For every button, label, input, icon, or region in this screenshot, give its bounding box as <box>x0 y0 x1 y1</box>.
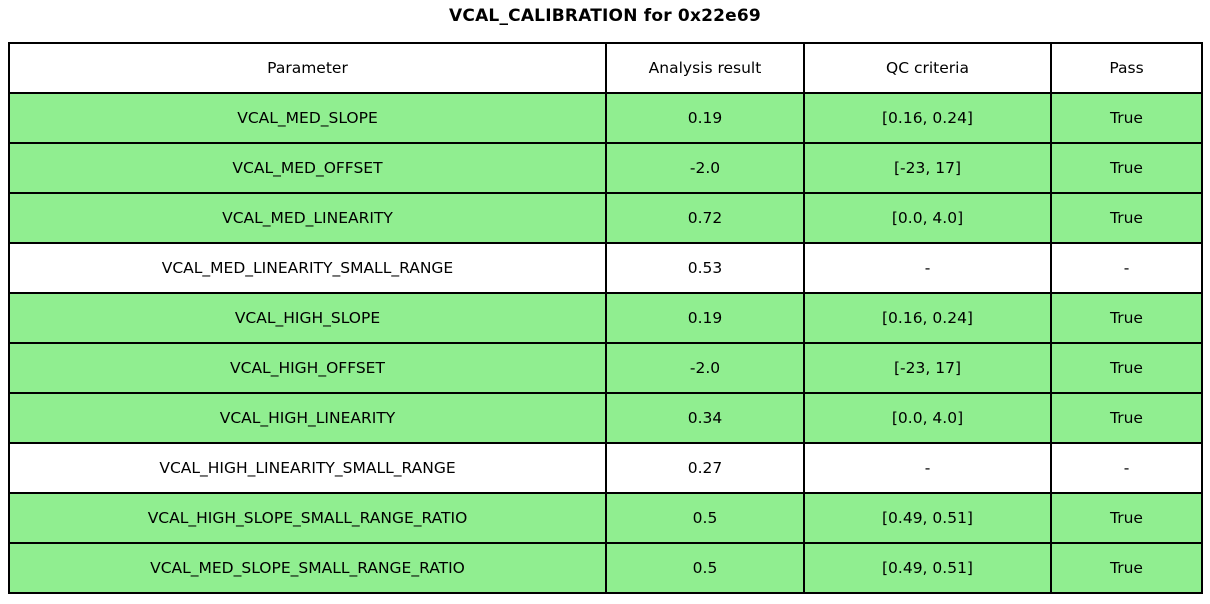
table-row: VCAL_HIGH_SLOPE_SMALL_RANGE_RATIO 0.5 [0… <box>8 492 1203 544</box>
parameter-cell: VCAL_HIGH_SLOPE_SMALL_RANGE_RATIO <box>8 492 607 544</box>
figure-title: VCAL_CALIBRATION for 0x22e69 <box>449 6 761 26</box>
table-body: VCAL_MED_SLOPE 0.19 [0.16, 0.24] True VC… <box>8 92 1203 594</box>
qc-results-table: Parameter Analysis result QC criteria Pa… <box>8 42 1203 594</box>
pass-cell: True <box>1050 192 1203 244</box>
table-row: VCAL_HIGH_LINEARITY_SMALL_RANGE 0.27 - - <box>8 442 1203 494</box>
table-row: VCAL_MED_SLOPE 0.19 [0.16, 0.24] True <box>8 92 1203 144</box>
qc-criteria-cell: [0.0, 4.0] <box>803 192 1052 244</box>
pass-cell: - <box>1050 442 1203 494</box>
analysis-result-cell: 0.34 <box>605 392 805 444</box>
analysis-result-cell: 0.5 <box>605 542 805 594</box>
pass-cell: True <box>1050 392 1203 444</box>
qc-criteria-cell: [0.16, 0.24] <box>803 92 1052 144</box>
analysis-result-cell: 0.72 <box>605 192 805 244</box>
column-header-pass: Pass <box>1050 42 1203 94</box>
column-header-analysis-result: Analysis result <box>605 42 805 94</box>
pass-cell: True <box>1050 342 1203 394</box>
pass-cell: True <box>1050 92 1203 144</box>
table-header: Parameter Analysis result QC criteria Pa… <box>8 42 1203 94</box>
analysis-result-cell: -2.0 <box>605 342 805 394</box>
parameter-cell: VCAL_MED_OFFSET <box>8 142 607 194</box>
table-row: VCAL_MED_LINEARITY 0.72 [0.0, 4.0] True <box>8 192 1203 244</box>
analysis-result-cell: 0.27 <box>605 442 805 494</box>
pass-cell: True <box>1050 492 1203 544</box>
qc-criteria-cell: [0.16, 0.24] <box>803 292 1052 344</box>
qc-criteria-cell: [-23, 17] <box>803 142 1052 194</box>
analysis-result-cell: -2.0 <box>605 142 805 194</box>
parameter-cell: VCAL_MED_LINEARITY_SMALL_RANGE <box>8 242 607 294</box>
qc-criteria-cell: [0.49, 0.51] <box>803 542 1052 594</box>
parameter-cell: VCAL_HIGH_LINEARITY_SMALL_RANGE <box>8 442 607 494</box>
parameter-cell: VCAL_HIGH_OFFSET <box>8 342 607 394</box>
parameter-cell: VCAL_HIGH_SLOPE <box>8 292 607 344</box>
analysis-result-cell: 0.19 <box>605 92 805 144</box>
qc-criteria-cell: [0.49, 0.51] <box>803 492 1052 544</box>
table-row: VCAL_HIGH_OFFSET -2.0 [-23, 17] True <box>8 342 1203 394</box>
table-row: VCAL_MED_LINEARITY_SMALL_RANGE 0.53 - - <box>8 242 1203 294</box>
qc-criteria-cell: [-23, 17] <box>803 342 1052 394</box>
qc-criteria-cell: - <box>803 242 1052 294</box>
pass-cell: True <box>1050 542 1203 594</box>
table-row: VCAL_HIGH_SLOPE 0.19 [0.16, 0.24] True <box>8 292 1203 344</box>
parameter-cell: VCAL_MED_SLOPE_SMALL_RANGE_RATIO <box>8 542 607 594</box>
header-row: Parameter Analysis result QC criteria Pa… <box>8 42 1203 94</box>
pass-cell: True <box>1050 292 1203 344</box>
column-header-qc-criteria: QC criteria <box>803 42 1052 94</box>
parameter-cell: VCAL_MED_SLOPE <box>8 92 607 144</box>
analysis-result-cell: 0.5 <box>605 492 805 544</box>
column-header-parameter: Parameter <box>8 42 607 94</box>
table-row: VCAL_MED_SLOPE_SMALL_RANGE_RATIO 0.5 [0.… <box>8 542 1203 594</box>
analysis-result-cell: 0.19 <box>605 292 805 344</box>
analysis-result-cell: 0.53 <box>605 242 805 294</box>
table-row: VCAL_HIGH_LINEARITY 0.34 [0.0, 4.0] True <box>8 392 1203 444</box>
qc-criteria-cell: - <box>803 442 1052 494</box>
table-row: VCAL_MED_OFFSET -2.0 [-23, 17] True <box>8 142 1203 194</box>
pass-cell: True <box>1050 142 1203 194</box>
pass-cell: - <box>1050 242 1203 294</box>
parameter-cell: VCAL_HIGH_LINEARITY <box>8 392 607 444</box>
parameter-cell: VCAL_MED_LINEARITY <box>8 192 607 244</box>
qc-criteria-cell: [0.0, 4.0] <box>803 392 1052 444</box>
